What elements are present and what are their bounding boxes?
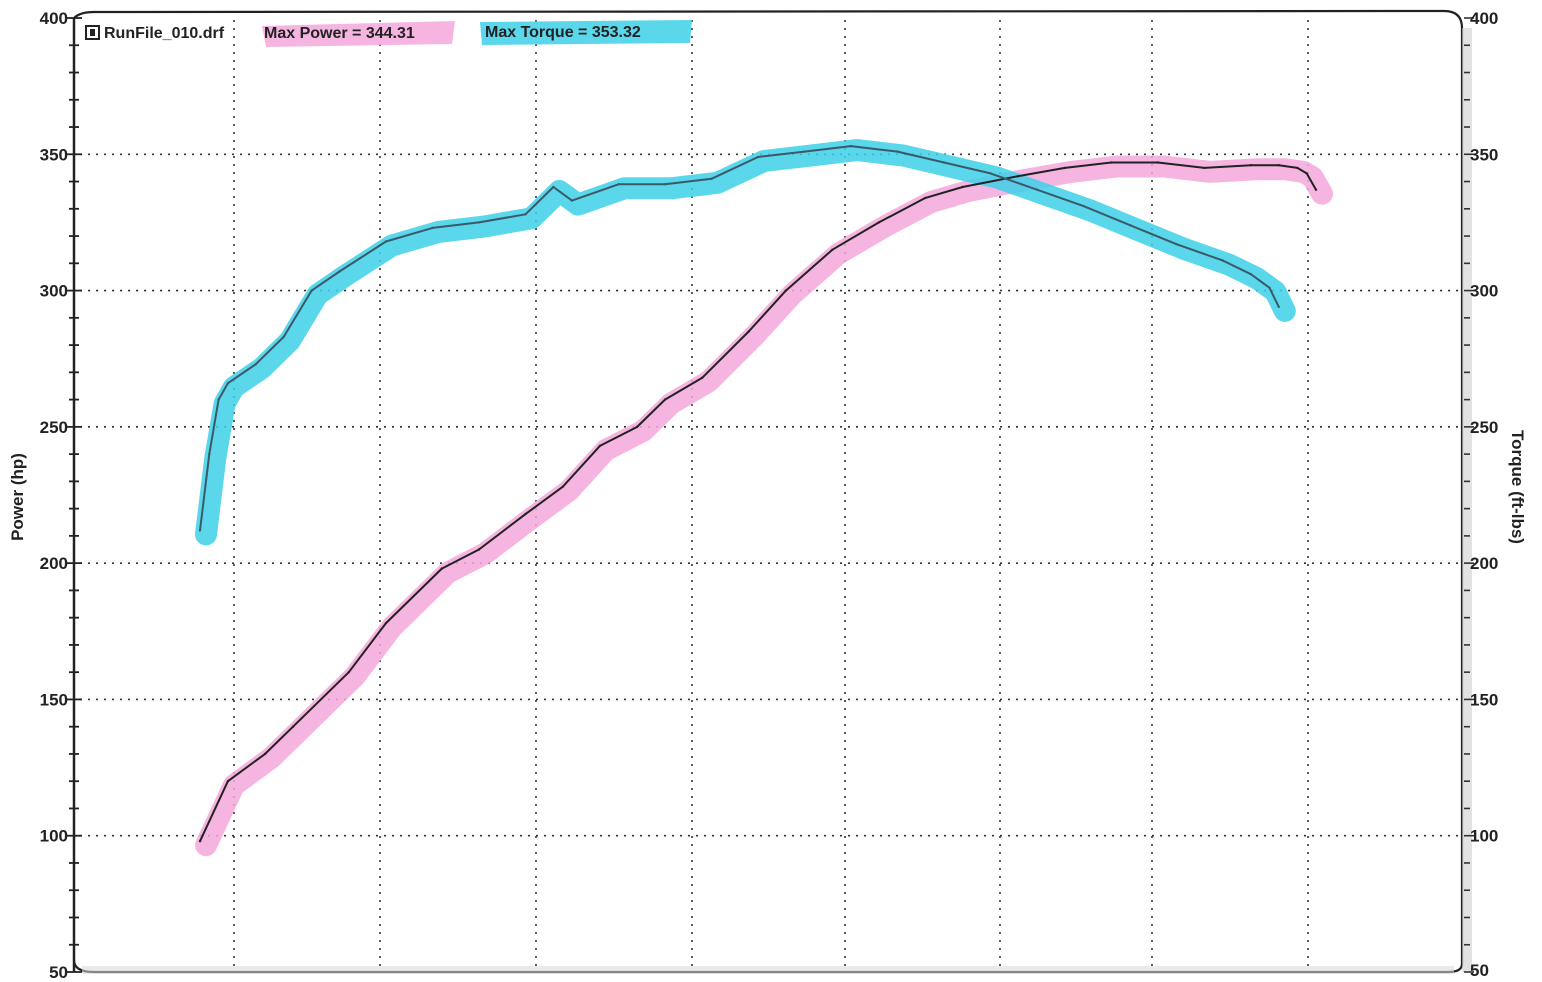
right-tick-label-50: 50 [1470,961,1489,980]
plot-frame [72,9,1472,974]
max-torque-point-30 [1277,305,1281,309]
max-power-point-10 [598,444,602,448]
max-torque-point-14 [617,183,620,186]
left-tick-label-250: 250 [40,418,68,437]
max-torque-point-29 [1268,286,1271,289]
right-axis-ticks: 50 100 150 200 250 300 350 400 [1464,9,1498,980]
max-power-point-3 [291,725,295,728]
right-tick-label-150: 150 [1470,690,1498,709]
max-torque-point-5 [282,335,285,339]
left-axis-title: Power (hp) [8,453,27,541]
left-tick-label-50: 50 [49,963,68,982]
left-tick-label-350: 350 [40,145,68,164]
legend-torque-highlight [480,20,692,45]
max-torque-point-13 [570,199,574,202]
max-power-point-14 [747,330,750,333]
max-power-point-4 [347,671,350,674]
max-power-point-17 [877,221,881,224]
max-power-point-22 [1110,161,1113,164]
max-power-point-21 [1063,166,1067,170]
max-torque-point-6 [310,289,313,292]
max-torque-point-25 [1128,224,1132,227]
max-torque-point-27 [1221,259,1225,262]
max-power-point-26 [1277,164,1281,167]
max-power-point-5 [384,621,388,625]
left-tick-label-400: 400 [40,9,68,28]
max-power-point-8 [524,512,527,516]
max-torque-point-19 [849,144,853,148]
max-power-point-1 [226,780,230,783]
max-power-point-15 [784,289,788,292]
legend-file-label: RunFile_010.drf [104,25,225,42]
max-torque-point-18 [803,150,806,153]
max-torque-point-2 [217,398,220,401]
max-torque-highlight [195,139,1296,546]
max-torque-point-11 [524,213,527,216]
max-power-point-12 [663,398,667,401]
max-torque-point-12 [552,185,555,189]
left-axis-ticks: 50 100 150 200 250 300 350 400 [40,9,82,982]
max-power-point-13 [701,376,704,379]
right-tick-label-200: 200 [1470,554,1498,573]
max-torque-point-22 [989,172,992,175]
max-power-point-25 [1249,164,1253,167]
left-tick-label-100: 100 [40,827,68,846]
max-power-point-28 [1305,172,1308,175]
right-tick-label-100: 100 [1470,827,1498,846]
max-torque-point-26 [1175,243,1178,246]
max-torque-point-17 [756,155,760,159]
left-tick-label-300: 300 [40,282,68,301]
right-tick-label-250: 250 [1470,418,1498,437]
max-power-point-18 [924,196,927,200]
max-power-point-23 [1156,161,1160,164]
max-torque-point-15 [663,183,667,186]
curve-lines [198,144,1318,843]
max-torque-point-20 [896,150,899,153]
legend-torque-label: Max Torque = 353.32 [485,24,641,41]
left-tick-label-200: 200 [40,554,68,573]
legend-power-highlight [262,21,455,47]
max-torque-point-1 [208,452,211,456]
max-power-point-11 [635,425,639,429]
max-torque-point-21 [942,161,946,164]
max-power-highlight [195,155,1333,857]
max-torque-point-28 [1249,273,1253,276]
max-power-point-24 [1203,166,1206,170]
max-power-point-29 [1314,188,1318,191]
max-power-point-6 [440,567,443,570]
max-torque-point-24 [1082,204,1085,208]
max-power-point-2 [263,752,267,756]
max-torque-point-4 [254,363,257,366]
file-icon-mark [90,29,95,36]
max-torque-point-0 [198,529,202,532]
max-torque-point-23 [1035,188,1039,191]
max-torque-point-3 [226,382,230,385]
max-torque-point-9 [431,226,434,230]
max-torque-point-16 [710,177,713,180]
max-power-point-27 [1296,166,1299,170]
max-power-point-0 [198,840,202,843]
max-power-point-7 [477,548,481,551]
max-torque-point-7 [338,270,341,273]
bottom-axis-shading [82,966,1454,974]
legend: RunFile_010.drf Max Power = 344.31 Max T… [85,20,692,47]
right-axis-title: Torque (ft-lbs) [1508,430,1527,544]
max-power-line [199,161,1317,842]
right-tick-label-300: 300 [1470,282,1498,301]
right-axis-shading [1462,28,1472,972]
max-torque-point-8 [384,240,388,243]
right-tick-label-350: 350 [1470,145,1498,164]
highlighter-marks [195,139,1333,857]
max-torque-point-10 [477,221,481,224]
left-tick-label-150: 150 [40,690,68,709]
legend-power-label: Max Power = 344.31 [264,25,415,42]
max-power-point-19 [961,185,964,189]
max-power-point-16 [831,248,834,251]
max-power-point-9 [561,485,564,488]
max-power-point-20 [1017,174,1020,178]
right-tick-label-400: 400 [1470,9,1498,28]
